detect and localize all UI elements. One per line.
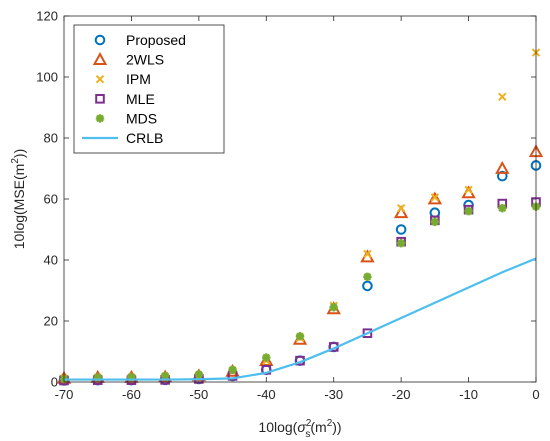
- mds-point: [194, 370, 204, 379]
- mds-point: [329, 303, 338, 312]
- y-tick-label: 120: [36, 9, 58, 24]
- legend-item-crlb: CRLB: [82, 130, 163, 146]
- ipm-point: [430, 193, 440, 202]
- proposed-point: [362, 280, 373, 292]
- legend-label: Proposed: [126, 32, 186, 48]
- legend-label: MLE: [126, 91, 155, 107]
- x-tick-label: -60: [122, 387, 141, 402]
- legend-label: MDS: [126, 110, 157, 126]
- mds-point: [262, 353, 271, 362]
- x-axis-label-sup2: 2: [327, 418, 333, 429]
- 2wls-point: [427, 191, 443, 205]
- series-crlb: [64, 257, 537, 381]
- ticks-layer: -70 -60 -50 -40 -30 -20 -10 0 0 20 40 60 80 100 120: [36, 9, 539, 403]
- x-tick-label: -50: [189, 387, 208, 402]
- legend-label: 2WLS: [126, 52, 164, 68]
- legend-item-mle: MLE: [95, 91, 155, 107]
- y-axis-label-prefix: 10log(MSE(m: [11, 164, 27, 250]
- x-axis-label-suffix: )): [332, 419, 341, 435]
- y-tick-label: 0: [51, 375, 58, 390]
- x-axis-label-sigma: σ: [297, 419, 306, 435]
- legend: Proposed 2WLS IPM MLE MDS CRLB: [73, 24, 225, 154]
- y-tick-label: 40: [44, 253, 58, 268]
- mds-point: [363, 272, 372, 281]
- legend-item-mds: MDS: [95, 110, 157, 126]
- y-tick-label: 80: [44, 131, 58, 146]
- 2wls-point: [495, 160, 510, 174]
- x-axis-label-mid: (m: [310, 419, 326, 435]
- y-tick-label: 60: [44, 192, 58, 207]
- mds-point: [498, 203, 507, 213]
- ipm-point: [464, 185, 473, 195]
- proposed-point: [395, 224, 407, 235]
- mds-point: [430, 217, 440, 227]
- x-tick-label: 0: [532, 387, 539, 402]
- legend-swatch: [94, 34, 106, 46]
- x-tick-label: -70: [55, 387, 74, 402]
- x-axis-label: 10log(σ2 s(m2)): [258, 418, 341, 440]
- legend-swatch: [95, 114, 105, 123]
- x-axis-label-prefix: 10log(: [258, 419, 297, 435]
- x-axis-label-sub: s: [305, 429, 310, 440]
- mds-point: [93, 373, 102, 382]
- mds-point: [396, 239, 406, 248]
- crlb-line: [64, 257, 537, 381]
- y-axis-label-suffix: )): [11, 149, 27, 158]
- ipm-point: [396, 203, 406, 213]
- x-tick-label: -20: [392, 387, 411, 402]
- legend-swatch: [95, 94, 105, 104]
- mle-point: [362, 328, 373, 338]
- y-tick-label: 20: [44, 314, 58, 329]
- y-tick-label: 100: [36, 70, 58, 85]
- legend-item-2wls: 2WLS: [92, 52, 164, 68]
- y-axis-label: 10log(MSE(m2)): [10, 149, 27, 249]
- y-axis-label-sup: 2: [10, 158, 21, 164]
- legend-item-proposed: Proposed: [94, 32, 186, 48]
- legend-swatch: [95, 74, 105, 84]
- x-tick-label: -30: [324, 387, 343, 402]
- ipm-point: [498, 92, 507, 102]
- ipm-point: [363, 249, 372, 259]
- legend-item-ipm: IPM: [95, 71, 151, 87]
- proposed-point: [496, 170, 508, 182]
- legend-box: [73, 24, 225, 154]
- mds-point: [127, 372, 136, 382]
- x-tick-label: -40: [257, 387, 276, 402]
- legend-swatch: [92, 52, 108, 65]
- legend-label: IPM: [126, 71, 151, 87]
- plot-frame: [63, 15, 537, 383]
- mds-point: [228, 365, 237, 374]
- mds-point: [160, 371, 170, 381]
- mds-point: [295, 332, 305, 341]
- legend-label: CRLB: [126, 130, 163, 146]
- mds-point: [464, 207, 473, 216]
- x-tick-label: -10: [459, 387, 478, 402]
- x-axis-label-sup: 2: [306, 418, 312, 429]
